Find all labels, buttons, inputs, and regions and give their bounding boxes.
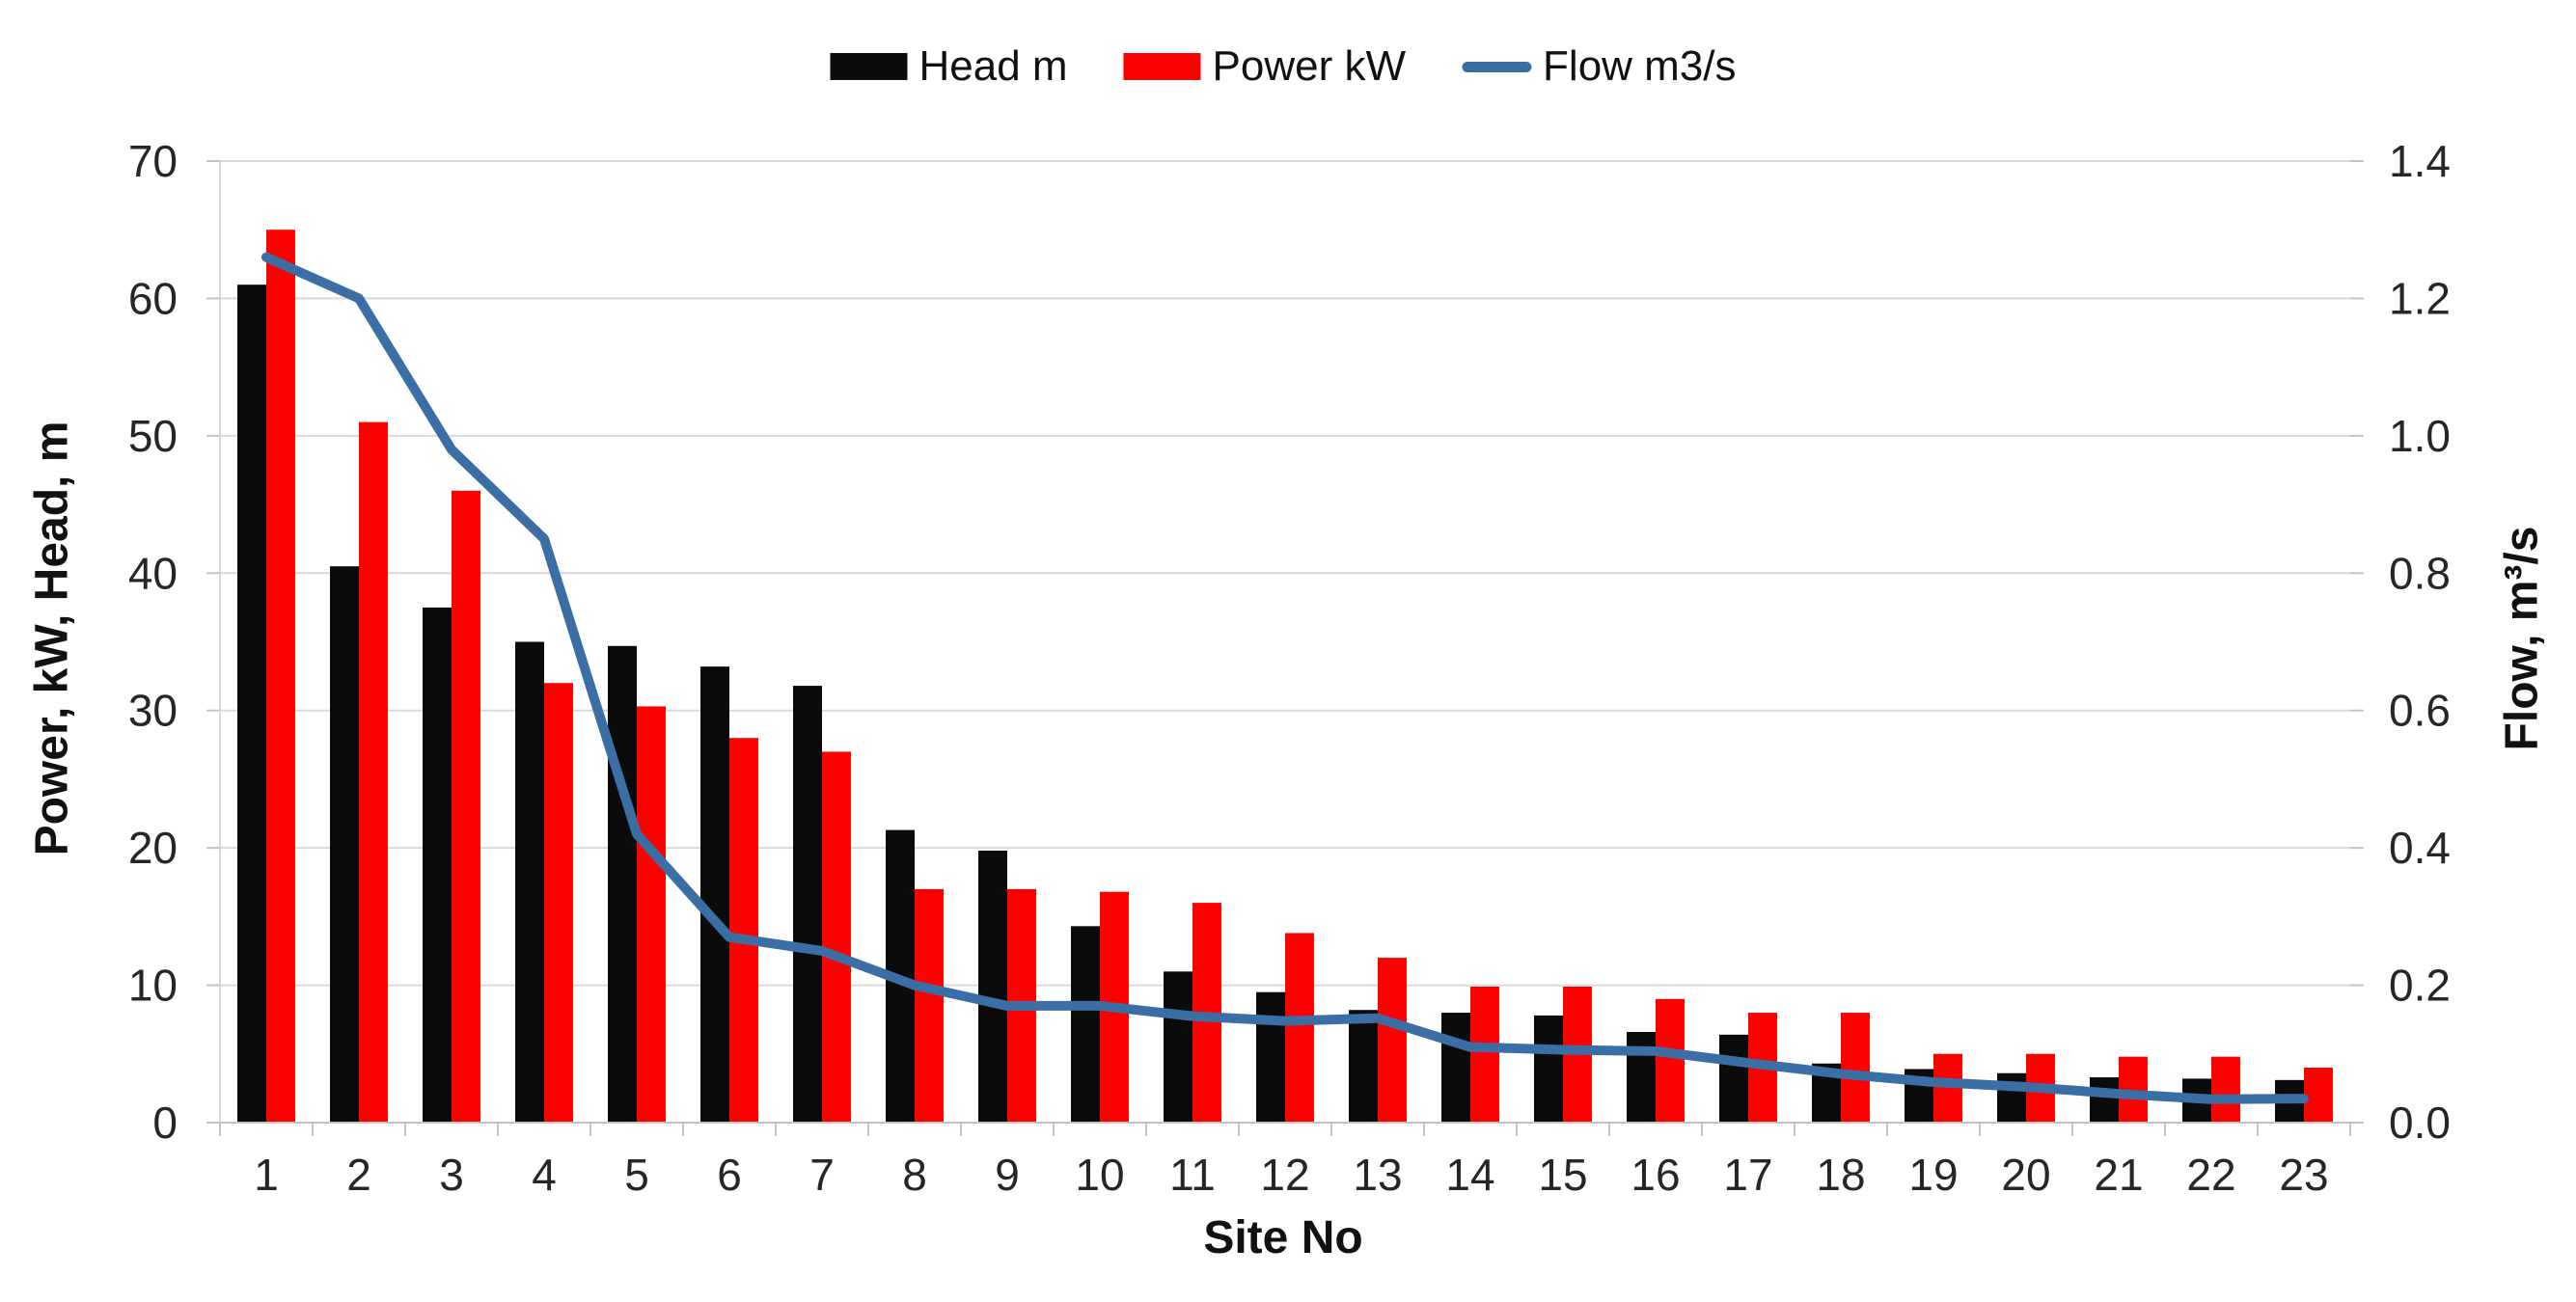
left-axis-title: Power, kW, Head, m	[26, 420, 78, 856]
svg-text:14: 14	[1445, 1150, 1494, 1200]
legend-label-power: Power kW	[1212, 42, 1407, 90]
legend-item-power: Power kW	[1123, 42, 1407, 91]
svg-text:12: 12	[1260, 1150, 1309, 1200]
svg-text:1.2: 1.2	[2389, 273, 2451, 323]
svg-text:5: 5	[624, 1150, 649, 1200]
svg-text:30: 30	[128, 686, 178, 736]
svg-text:17: 17	[1723, 1150, 1772, 1200]
svg-text:10: 10	[128, 961, 178, 1011]
svg-text:40: 40	[128, 548, 178, 598]
svg-text:8: 8	[902, 1150, 927, 1200]
legend-label-flow: Flow m3/s	[1543, 42, 1737, 90]
svg-text:1.0: 1.0	[2389, 411, 2451, 461]
right-axis-title: Flow, m³/s	[2496, 526, 2548, 751]
svg-text:0.6: 0.6	[2389, 686, 2451, 736]
power-series-swatch-icon	[1123, 53, 1201, 80]
svg-text:70: 70	[128, 136, 178, 186]
svg-text:3: 3	[439, 1150, 464, 1200]
svg-text:0.8: 0.8	[2389, 548, 2451, 598]
svg-text:16: 16	[1631, 1150, 1680, 1200]
chart-legend: Head m Power kW Flow m3/s	[830, 42, 1737, 91]
svg-text:0.4: 0.4	[2389, 823, 2451, 873]
svg-text:18: 18	[1816, 1150, 1865, 1200]
svg-text:19: 19	[1908, 1150, 1958, 1200]
legend-item-flow: Flow m3/s	[1462, 42, 1737, 91]
svg-text:6: 6	[717, 1150, 742, 1200]
svg-text:0.2: 0.2	[2389, 961, 2451, 1011]
flow-series-swatch-icon	[1462, 61, 1532, 72]
svg-text:13: 13	[1353, 1150, 1402, 1200]
head-series-swatch-icon	[830, 53, 908, 80]
legend-item-head: Head m	[830, 42, 1068, 91]
svg-text:21: 21	[2094, 1150, 2143, 1200]
svg-text:50: 50	[128, 411, 178, 461]
svg-text:7: 7	[809, 1150, 835, 1200]
svg-text:22: 22	[2186, 1150, 2235, 1200]
svg-text:20: 20	[2001, 1150, 2050, 1200]
svg-text:9: 9	[995, 1150, 1020, 1200]
svg-text:10: 10	[1075, 1150, 1124, 1200]
legend-label-head: Head m	[918, 42, 1068, 90]
svg-text:1: 1	[254, 1150, 279, 1200]
svg-text:4: 4	[532, 1150, 557, 1200]
svg-text:20: 20	[128, 823, 178, 873]
svg-text:1.4: 1.4	[2389, 136, 2451, 186]
svg-text:23: 23	[2279, 1150, 2328, 1200]
x-axis-title: Site No	[1203, 1212, 1363, 1263]
svg-text:2: 2	[346, 1150, 371, 1200]
svg-text:11: 11	[1169, 1150, 1216, 1200]
svg-text:0.0: 0.0	[2389, 1098, 2451, 1148]
svg-text:15: 15	[1538, 1150, 1587, 1200]
svg-text:60: 60	[128, 273, 178, 323]
svg-text:0: 0	[152, 1098, 178, 1148]
